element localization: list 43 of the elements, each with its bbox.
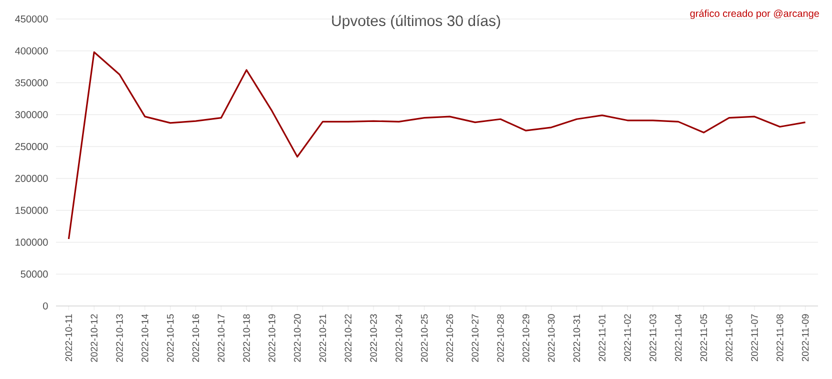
x-tick-label: 2022-10-21 (319, 314, 326, 362)
x-tick-label: 2022-11-07 (751, 314, 758, 362)
y-tick-label: 300000 (15, 111, 48, 118)
x-tick-label: 2022-10-24 (396, 314, 402, 362)
x-tick-label: 2022-10-16 (192, 314, 200, 362)
y-tick-label: 150000 (16, 206, 48, 214)
x-tick-label: 2022-11-01 (598, 314, 606, 362)
x-tick-label: 2022-10-28 (497, 314, 504, 362)
y-tick-label: 200000 (15, 174, 48, 182)
y-tick-label: 50000 (20, 270, 48, 278)
x-tick-label: 2022-10-31 (573, 314, 580, 362)
x-tick-label: 2022-10-15 (166, 314, 174, 362)
x-tick-label: 2022-11-09 (802, 314, 809, 362)
chart-title: Upvotes (últimos 30 días) (332, 14, 500, 30)
x-tick-label: 2022-10-20 (294, 314, 301, 362)
x-tick-label: 2022-10-11 (65, 314, 72, 362)
x-tick-label: 2022-10-29 (522, 314, 530, 362)
x-tick-label: 2022-11-06 (726, 314, 732, 362)
y-tick-label: 400000 (15, 47, 48, 54)
x-tick-label: 2022-10-23 (370, 314, 377, 362)
x-tick-label: 2022-11-02 (624, 314, 631, 362)
y-tick-label: 350000 (15, 79, 48, 86)
x-tick-label: 2022-10-13 (116, 314, 123, 362)
x-tick-label: 2022-10-26 (446, 314, 454, 362)
y-tick-label: 100000 (16, 238, 48, 246)
y-tick-label: 0 (43, 302, 48, 310)
x-tick-label: 2022-10-18 (243, 314, 250, 362)
y-tick-label: 450000 (15, 15, 48, 23)
y-tick-label: 250000 (15, 143, 48, 150)
text: gráfico creado por @arcange (690, 10, 819, 19)
x-tick-label: 2022-11-08 (776, 314, 784, 362)
x-tick-label: 2022-10-17 (218, 314, 224, 362)
x-tick-label: 2022-10-22 (344, 314, 352, 362)
x-tick-label: 2022-10-25 (420, 314, 428, 362)
x-tick-label: 2022-11-04 (674, 314, 682, 362)
x-tick-label: 2022-11-05 (700, 314, 708, 362)
line-series (68, 51, 806, 240)
x-tick-label: 2022-10-19 (268, 314, 276, 362)
x-tick-label: 2022-10-30 (548, 314, 555, 362)
x-tick-label: 2022-10-27 (472, 314, 478, 362)
x-tick-label: 2022-10-12 (90, 314, 98, 362)
x-tick-label: 2022-11-03 (650, 314, 656, 362)
x-tick-label: 2022-10-14 (142, 314, 148, 362)
